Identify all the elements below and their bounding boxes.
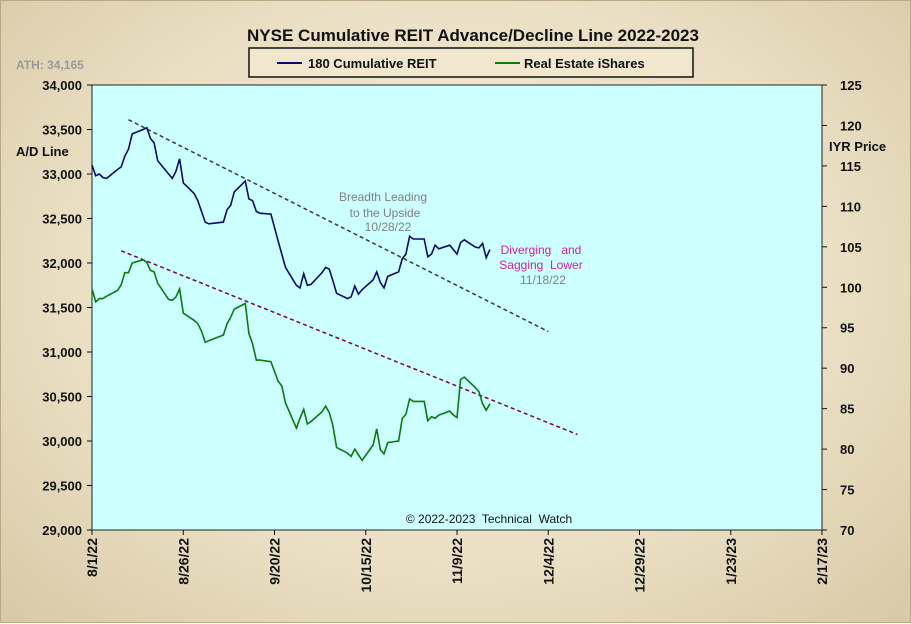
right-axis-ticks: 125 120 115 110 105 100 95 90 85 80 75 70 — [822, 78, 862, 538]
plot-area — [91, 84, 823, 531]
left-axis-ticks: 34,000 33,500 33,000 32,500 32,000 31,500 31,0… — [42, 78, 92, 538]
right-tick-label: 115 — [840, 159, 861, 174]
x-tick-label: 12/4/22 — [540, 538, 556, 585]
trendline-ad — [128, 119, 549, 333]
chart-title: NYSE Cumulative REIT Advance/Decline Lin… — [247, 26, 699, 45]
left-tick-label: 31,500 — [42, 301, 82, 316]
annotation-diverging-date: 11/18/22 — [520, 273, 566, 287]
ath-label: ATH: 34,165 — [16, 58, 84, 72]
left-tick-label: 32,500 — [42, 212, 82, 227]
x-tick-label: 11/9/22 — [449, 538, 465, 584]
legend-box — [248, 47, 694, 78]
series-line-ishares — [91, 258, 491, 462]
left-tick-label: 31,000 — [42, 345, 82, 360]
x-tick-label: 9/20/22 — [267, 538, 283, 585]
left-tick-label: 29,500 — [42, 479, 82, 494]
copyright-text: © 2022-2023 Technical Watch — [406, 512, 572, 526]
right-tick-label: 110 — [840, 199, 861, 214]
right-tick-label: 100 — [840, 280, 862, 295]
annotation-diverging-1: Diverging and — [501, 243, 582, 257]
x-tick-label: 8/1/22 — [84, 538, 100, 577]
right-tick-label: 125 — [840, 78, 862, 93]
left-tick-label: 30,000 — [42, 434, 82, 449]
left-tick-label: 32,000 — [42, 256, 82, 271]
y-left-title: A/D Line — [16, 144, 69, 159]
left-tick-label: 34,000 — [42, 78, 82, 93]
annotation-breadth-1: Breadth Leading — [339, 190, 427, 204]
x-axis-ticks: 8/1/22 8/26/22 9/20/22 10/15/22 11/9/22 12/4/… — [84, 530, 830, 593]
annotation-breadth-3: 10/28/22 — [365, 220, 412, 234]
right-tick-label: 120 — [840, 118, 862, 133]
x-tick-label: 8/26/22 — [175, 538, 191, 585]
right-tick-label: 90 — [840, 361, 854, 376]
left-tick-label: 29,000 — [42, 523, 82, 538]
annotation-diverging-2: Sagging Lower — [499, 258, 582, 272]
left-tick-label: 33,500 — [42, 123, 82, 138]
legend-label-ishares: Real Estate iShares — [524, 56, 645, 71]
right-tick-label: 75 — [840, 483, 854, 498]
left-tick-label: 30,500 — [42, 390, 82, 405]
x-tick-label: 1/23/23 — [723, 538, 739, 585]
x-tick-label: 10/15/22 — [358, 538, 374, 593]
right-tick-label: 70 — [840, 523, 854, 538]
left-tick-label: 33,000 — [42, 167, 82, 182]
series-line-reit — [91, 126, 491, 300]
y-right-title: IYR Price — [829, 139, 886, 154]
legend: 180 Cumulative REIT Real Estate iShares — [248, 47, 694, 78]
trendline-iyr — [120, 250, 578, 436]
right-tick-label: 85 — [840, 402, 854, 417]
right-tick-label: 105 — [840, 240, 862, 255]
right-tick-label: 95 — [840, 321, 854, 336]
x-tick-label: 2/17/23 — [814, 538, 830, 585]
x-tick-label: 12/29/22 — [632, 538, 648, 593]
legend-label-reit: 180 Cumulative REIT — [308, 56, 437, 71]
right-tick-label: 80 — [840, 442, 854, 457]
annotation-breadth-2: to the Upside — [350, 206, 421, 220]
